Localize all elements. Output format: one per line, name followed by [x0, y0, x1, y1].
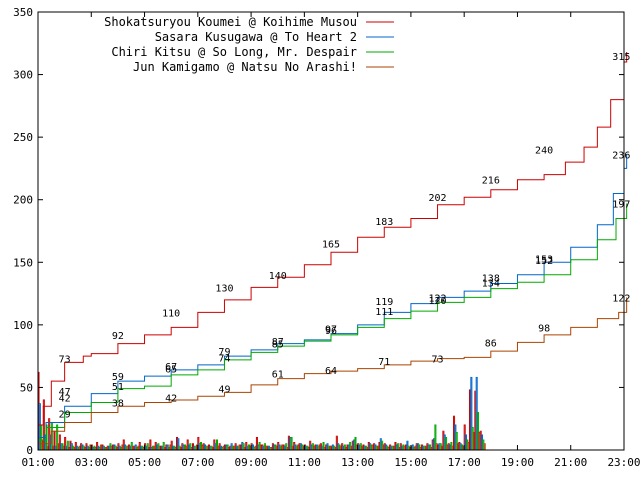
histogram-bar [483, 443, 486, 451]
y-tick-label: 250 [13, 131, 33, 144]
data-label: 96 [325, 326, 337, 337]
x-tick-label: 11:00 [288, 456, 321, 469]
data-label: 92 [112, 331, 124, 342]
data-label: 38 [112, 398, 124, 409]
data-label: 240 [535, 146, 553, 157]
data-label: 74 [218, 353, 230, 364]
histogram-layer [37, 371, 486, 451]
data-label: 197 [612, 199, 630, 210]
data-label: 134 [482, 278, 500, 289]
data-label: 73 [59, 355, 71, 366]
data-label: 130 [215, 283, 233, 294]
data-label: 51 [112, 382, 124, 393]
data-label: 98 [538, 323, 550, 334]
y-tick-label: 0 [26, 444, 33, 457]
x-tick-label: 09:00 [235, 456, 268, 469]
data-label: 216 [482, 176, 500, 187]
data-labels-layer: 73 92 110 130 140 165 183 202 216 240 315 47 59 67 79 8… [59, 52, 631, 421]
data-label: 65 [165, 365, 177, 376]
legend-label: Chiri Kitsu @ So Long, Mr. Despair [111, 45, 357, 59]
data-label: 87 [272, 337, 284, 348]
y-tick-label: 100 [13, 319, 33, 332]
series-line-1 [38, 52, 628, 426]
x-tick-label: 05:00 [128, 456, 161, 469]
data-label: 85 [272, 340, 284, 351]
x-tick-label: 15:00 [394, 456, 427, 469]
legend: Shokatsuryou Koumei @ Koihime MusouSasar… [104, 15, 394, 74]
data-label: 153 [535, 255, 553, 266]
data-label: 165 [322, 240, 340, 251]
data-label: 71 [378, 357, 390, 368]
y-tick-label: 50 [20, 381, 33, 394]
data-label: 110 [162, 308, 180, 319]
axes-layer: 0 50 100 150 200 250 300 350 01:00 03:00 05:00 07:0… [13, 6, 640, 469]
y-tick-label: 300 [13, 69, 33, 82]
x-tick-label: 23:00 [607, 456, 640, 469]
series-line-4 [38, 297, 628, 445]
legend-label: Shokatsuryou Koumei @ Koihime Musou [104, 15, 357, 29]
series-lines-layer [38, 52, 628, 445]
legend-label: Jun Kamigamo @ Natsu No Arashi! [133, 60, 357, 74]
series-line-3 [38, 203, 628, 441]
data-label: 122 [429, 293, 447, 304]
data-label: 138 [482, 273, 500, 284]
data-label: 79 [218, 347, 230, 358]
x-tick-label: 01:00 [21, 456, 54, 469]
y-tick-label: 150 [13, 256, 33, 269]
data-label: 42 [59, 393, 71, 404]
data-label: 152 [535, 256, 553, 267]
plot-frame [37, 11, 625, 451]
data-label: 236 [612, 151, 630, 162]
data-label: 73 [432, 355, 444, 366]
data-label: 97 [325, 325, 337, 336]
data-label: 140 [269, 271, 287, 282]
data-label: 61 [272, 370, 284, 381]
data-label: 119 [375, 297, 393, 308]
x-tick-label: 19:00 [501, 456, 534, 469]
data-label: 59 [112, 372, 124, 383]
data-label: 47 [59, 387, 71, 398]
x-tick-label: 03:00 [75, 456, 108, 469]
data-label: 86 [485, 338, 497, 349]
data-label: 120 [429, 296, 447, 307]
data-label: 315 [612, 52, 630, 63]
data-label: 183 [375, 217, 393, 228]
data-label: 202 [429, 193, 447, 204]
data-label: 42 [165, 393, 177, 404]
data-label: 67 [165, 362, 177, 373]
data-label: 111 [375, 307, 393, 318]
x-tick-label: 17:00 [448, 456, 481, 469]
y-tick-label: 350 [13, 6, 33, 19]
data-label: 122 [612, 293, 630, 304]
data-label: 64 [325, 366, 337, 377]
data-label: 29 [59, 410, 71, 421]
x-tick-label: 07:00 [181, 456, 214, 469]
series-line-2 [38, 154, 628, 438]
data-label: 49 [218, 385, 230, 396]
x-tick-label: 21:00 [554, 456, 587, 469]
y-tick-label: 200 [13, 194, 33, 207]
x-tick-label: 13:00 [341, 456, 374, 469]
legend-label: Sasara Kusugawa @ To Heart 2 [155, 30, 357, 44]
